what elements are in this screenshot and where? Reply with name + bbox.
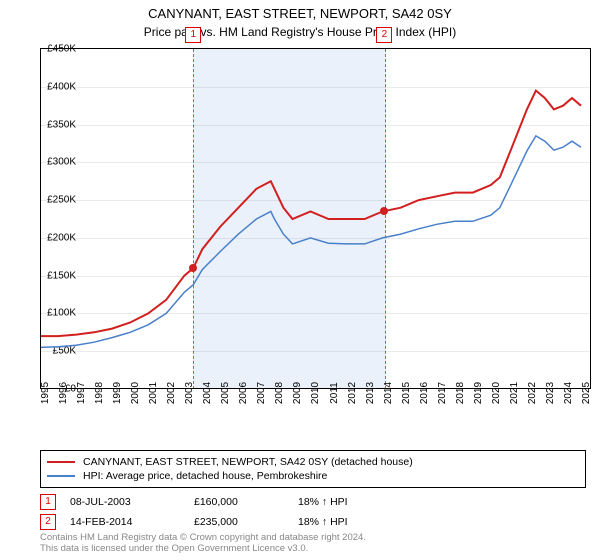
sale-date: 08-JUL-2003 (70, 496, 180, 508)
footer-attribution: Contains HM Land Registry data © Crown c… (40, 532, 366, 555)
footer-line: This data is licensed under the Open Gov… (40, 543, 366, 554)
sale-row: 2 14-FEB-2014 £235,000 18% ↑ HPI (40, 512, 388, 532)
chart-title: CANYNANT, EAST STREET, NEWPORT, SA42 0SY (0, 0, 600, 23)
legend-swatch (47, 475, 75, 477)
sale-vs-hpi: 18% ↑ HPI (298, 516, 388, 528)
chart-container: CANYNANT, EAST STREET, NEWPORT, SA42 0SY… (0, 0, 600, 560)
sale-row: 1 08-JUL-2003 £160,000 18% ↑ HPI (40, 492, 388, 512)
legend-label: HPI: Average price, detached house, Pemb… (83, 470, 327, 482)
legend-swatch (47, 461, 75, 463)
series-property (40, 91, 581, 337)
sale-marker-label: 2 (376, 27, 392, 43)
sale-index: 1 (40, 494, 56, 510)
series-hpi (40, 136, 581, 348)
chart-area: £0£50K£100K£150K£200K£250K£300K£350K£400… (40, 48, 590, 418)
sale-price: £160,000 (194, 496, 284, 508)
x-axis (40, 388, 590, 389)
y-axis (40, 49, 41, 389)
sale-vs-hpi: 18% ↑ HPI (298, 496, 388, 508)
footer-line: Contains HM Land Registry data © Crown c… (40, 532, 366, 543)
sale-index: 2 (40, 514, 56, 530)
plot: £0£50K£100K£150K£200K£250K£300K£350K£400… (40, 48, 591, 389)
sale-price: £235,000 (194, 516, 284, 528)
sales-table: 1 08-JUL-2003 £160,000 18% ↑ HPI 2 14-FEB-201… (40, 492, 388, 532)
sale-marker-label: 1 (185, 27, 201, 43)
legend: CANYNANT, EAST STREET, NEWPORT, SA42 0SY… (40, 450, 586, 488)
sale-date: 14-FEB-2014 (70, 516, 180, 528)
line-series (40, 49, 590, 389)
legend-item: HPI: Average price, detached house, Pemb… (47, 469, 579, 483)
chart-subtitle: Price paid vs. HM Land Registry's House … (0, 23, 600, 39)
legend-label: CANYNANT, EAST STREET, NEWPORT, SA42 0SY… (83, 456, 413, 468)
legend-item: CANYNANT, EAST STREET, NEWPORT, SA42 0SY… (47, 455, 579, 469)
